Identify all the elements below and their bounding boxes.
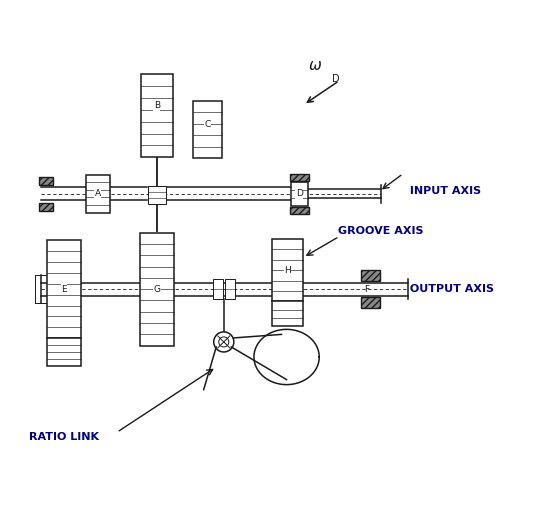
Bar (193, 101, 222, 158)
Bar (47, 338, 81, 366)
Bar (140, 74, 173, 157)
Text: D: D (296, 189, 302, 198)
Bar (39, 177, 53, 185)
Text: H: H (284, 266, 291, 275)
Bar (39, 203, 53, 211)
Text: G: G (153, 284, 160, 294)
Text: D: D (332, 74, 340, 84)
Bar (361, 270, 380, 281)
Text: OUTPUT AXIS: OUTPUT AXIS (406, 284, 494, 294)
Text: B: B (154, 101, 160, 110)
Bar (272, 239, 303, 301)
Text: RATIO LINK: RATIO LINK (29, 432, 99, 442)
Text: F: F (364, 284, 369, 294)
Text: $\omega$: $\omega$ (308, 58, 322, 73)
Bar (213, 279, 223, 299)
Bar (289, 207, 309, 214)
Bar (225, 279, 235, 299)
Bar (140, 233, 174, 346)
Text: A: A (94, 189, 101, 198)
Bar (291, 182, 308, 206)
Bar (148, 186, 166, 204)
Bar (272, 301, 303, 326)
Bar (361, 297, 380, 308)
Text: C: C (204, 120, 210, 129)
Text: INPUT AXIS: INPUT AXIS (406, 186, 481, 196)
Bar (47, 240, 81, 338)
Text: GROOVE AXIS: GROOVE AXIS (338, 227, 423, 236)
Text: E: E (61, 284, 67, 294)
Bar (86, 175, 110, 212)
Bar (289, 174, 309, 181)
